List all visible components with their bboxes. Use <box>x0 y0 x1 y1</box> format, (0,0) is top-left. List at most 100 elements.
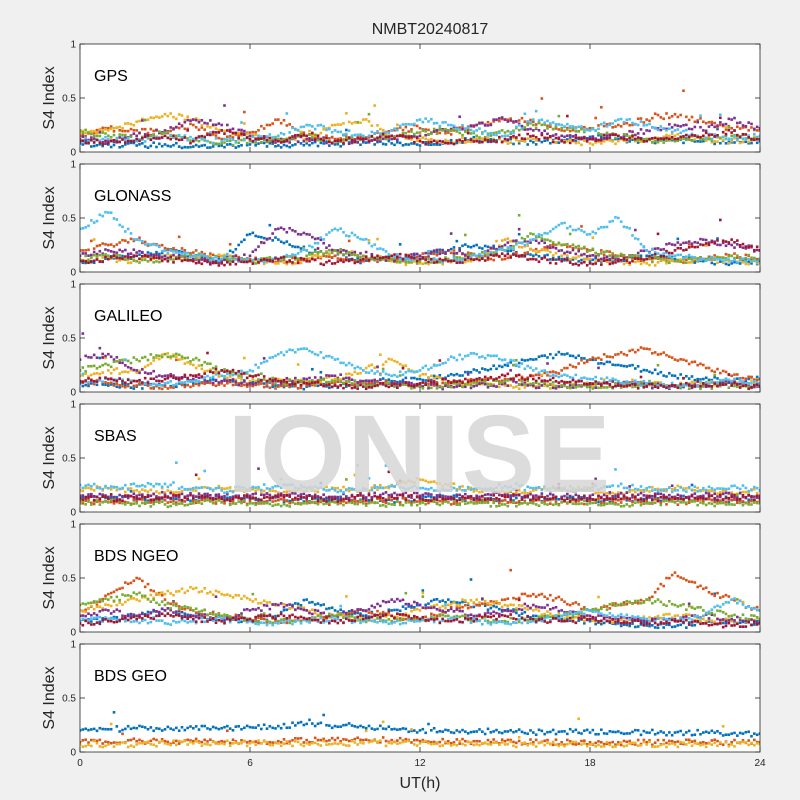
data-point <box>704 385 708 388</box>
data-point <box>285 262 289 266</box>
data-point <box>325 374 328 377</box>
data-point <box>197 259 201 262</box>
data-point <box>146 381 150 384</box>
data-point <box>509 119 512 122</box>
data-point <box>489 137 493 141</box>
data-point <box>744 377 748 381</box>
data-point <box>498 244 501 248</box>
data-point <box>325 141 328 145</box>
data-point <box>152 129 155 133</box>
data-point <box>602 380 606 383</box>
data-point <box>396 375 399 378</box>
data-point <box>455 385 459 388</box>
data-point <box>469 128 473 132</box>
data-point <box>214 123 218 127</box>
data-point <box>211 145 215 148</box>
data-point <box>741 137 745 140</box>
data-point <box>183 136 187 139</box>
data-point <box>305 134 308 138</box>
data-point <box>206 381 209 384</box>
data-point <box>260 257 263 260</box>
data-point <box>214 365 218 368</box>
data-point <box>90 132 93 136</box>
data-point <box>713 376 716 379</box>
data-point <box>472 131 476 135</box>
data-point <box>750 258 753 261</box>
data-point <box>699 117 702 120</box>
data-point <box>537 384 541 388</box>
data-point <box>158 354 161 358</box>
data-point <box>665 375 668 378</box>
data-point <box>294 384 297 388</box>
data-point <box>676 246 680 250</box>
data-point <box>342 377 345 381</box>
data-point <box>271 376 274 380</box>
data-point <box>710 137 714 141</box>
data-point <box>200 258 204 261</box>
data-point <box>537 386 541 390</box>
data-point <box>432 374 436 378</box>
data-point <box>730 238 733 241</box>
data-point <box>240 144 243 147</box>
data-point <box>551 254 555 257</box>
data-point <box>121 382 124 386</box>
data-point <box>81 332 85 335</box>
data-point <box>495 385 498 388</box>
data-point <box>138 371 141 375</box>
data-point <box>390 257 393 261</box>
data-point <box>177 378 181 381</box>
data-point <box>146 118 150 122</box>
data-point <box>322 254 325 258</box>
data-point <box>464 138 467 142</box>
data-point <box>345 112 348 115</box>
data-point <box>421 387 425 390</box>
data-point <box>413 122 416 126</box>
data-point <box>243 383 246 387</box>
data-point <box>350 134 354 138</box>
data-point <box>209 378 212 382</box>
data-point <box>560 249 563 252</box>
data-point <box>449 372 453 376</box>
data-point <box>260 382 263 385</box>
data-point <box>602 225 606 229</box>
data-point <box>534 234 538 238</box>
data-point <box>639 370 643 373</box>
data-point <box>721 239 725 243</box>
data-point <box>197 376 201 380</box>
data-point <box>583 230 586 234</box>
data-point <box>600 377 603 380</box>
data-point <box>568 386 572 390</box>
data-point <box>461 385 464 389</box>
data-point <box>390 358 393 361</box>
data-point <box>282 384 286 388</box>
data-point <box>220 382 223 385</box>
data-point <box>248 232 252 236</box>
data-point <box>234 371 238 375</box>
data-point <box>231 373 235 377</box>
data-point <box>302 381 306 385</box>
data-point <box>80 259 82 263</box>
data-point <box>653 136 657 140</box>
data-point <box>492 247 495 250</box>
data-point <box>146 134 150 137</box>
data-point <box>180 252 184 255</box>
data-point <box>138 131 141 135</box>
data-point <box>220 123 223 127</box>
data-point <box>376 260 379 264</box>
data-point <box>551 373 555 377</box>
data-point <box>231 383 235 387</box>
data-point <box>447 249 450 252</box>
data-point <box>738 378 742 382</box>
data-point <box>430 386 433 390</box>
data-point <box>350 139 354 142</box>
data-point <box>415 252 419 256</box>
data-point <box>254 257 257 261</box>
data-point <box>228 372 232 376</box>
data-point <box>313 241 317 245</box>
data-point <box>464 260 467 264</box>
data-point <box>262 385 266 389</box>
data-point <box>98 244 102 247</box>
data-point <box>600 142 603 145</box>
data-point <box>291 229 294 232</box>
data-point <box>322 139 325 142</box>
